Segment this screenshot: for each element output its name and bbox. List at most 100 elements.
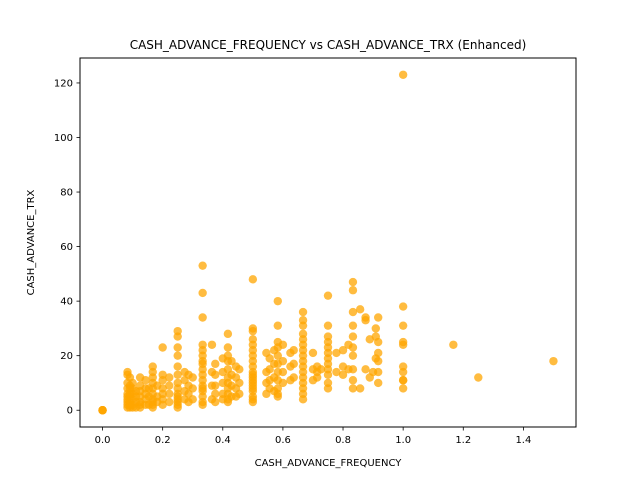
data-point [248, 395, 258, 404]
data-point [198, 313, 207, 322]
data-point [235, 389, 244, 399]
data-point [398, 384, 408, 393]
x-tick-label: 0.8 [335, 435, 351, 446]
data-point [128, 378, 137, 388]
data-point [211, 359, 220, 369]
data-point [338, 370, 348, 379]
data-point [355, 384, 365, 393]
data-point [398, 376, 408, 385]
data-point [235, 378, 244, 388]
data-point [348, 332, 358, 341]
y-tick-label: 40 [60, 297, 73, 308]
y-tick-label: 100 [54, 133, 73, 144]
data-point [158, 370, 167, 379]
data-point [273, 389, 282, 399]
data-point [289, 373, 298, 382]
data-point [148, 362, 157, 371]
data-point [173, 326, 182, 336]
data-point [398, 321, 408, 330]
data-point [223, 329, 233, 339]
data-point [173, 343, 182, 352]
data-point [361, 313, 370, 322]
data-point [173, 351, 182, 360]
x-tick-label: 1.0 [395, 435, 411, 446]
data-point [188, 373, 197, 382]
data-point [298, 316, 308, 325]
data-point [165, 381, 174, 390]
data-point [248, 324, 258, 333]
data-point [165, 373, 174, 382]
data-point [308, 348, 318, 358]
data-point [158, 343, 167, 352]
data-point [289, 359, 298, 369]
data-point [165, 389, 174, 399]
data-point [273, 321, 282, 330]
y-axis-label: CASH_ADVANCE_TRX [26, 189, 37, 295]
x-tick-label: 1.2 [455, 435, 471, 446]
data-point [289, 346, 298, 355]
data-point [158, 384, 167, 393]
data-points [98, 70, 558, 415]
data-point [198, 340, 207, 349]
data-point [165, 397, 174, 407]
data-point [398, 70, 408, 79]
data-point [211, 389, 220, 399]
chart-title: CASH_ADVANCE_FREQUENCY vs CASH_ADVANCE_T… [130, 38, 527, 52]
data-point [371, 324, 380, 333]
x-axis: 0.0 0.2 0.4 0.6 0.8 1.0 1.2 1.4 [95, 427, 531, 446]
y-tick-label: 80 [60, 188, 73, 199]
data-point [398, 302, 408, 311]
data-point [549, 356, 558, 366]
data-point [173, 362, 182, 371]
x-tick-label: 1.4 [515, 435, 531, 446]
data-point [278, 367, 288, 377]
data-point [198, 384, 207, 393]
y-tick-label: 0 [67, 406, 73, 417]
data-point [338, 346, 348, 355]
data-point [348, 343, 358, 352]
data-point [198, 261, 207, 270]
data-point [449, 340, 458, 349]
data-point [198, 356, 207, 366]
plot-frame [79, 57, 577, 428]
data-point [298, 329, 308, 339]
data-point [273, 351, 282, 360]
data-point [173, 370, 182, 379]
data-point [188, 384, 197, 393]
data-point [323, 321, 333, 330]
data-point [248, 275, 258, 284]
y-tick-label: 120 [54, 78, 73, 89]
x-axis-label: CASH_ADVANCE_FREQUENCY [255, 458, 403, 469]
data-point [374, 367, 383, 377]
data-point [374, 348, 383, 358]
data-point [273, 296, 282, 306]
data-point [332, 367, 341, 377]
data-point [374, 313, 383, 322]
data-point [348, 376, 358, 385]
data-point [374, 337, 383, 347]
data-point [348, 307, 358, 317]
x-tick-label: 0.6 [275, 435, 291, 446]
data-point [248, 381, 258, 390]
data-point [278, 356, 288, 366]
data-point [323, 332, 333, 341]
data-point [141, 376, 150, 385]
data-point [348, 277, 358, 287]
data-point [207, 340, 217, 349]
data-point [235, 365, 244, 374]
data-point [374, 378, 383, 388]
data-point [298, 307, 308, 317]
y-tick-label: 60 [60, 242, 73, 253]
data-point [98, 406, 107, 415]
data-point [223, 343, 233, 352]
data-point [323, 378, 333, 388]
x-tick-label: 0.2 [155, 435, 171, 446]
data-point [355, 305, 365, 314]
data-point [278, 378, 288, 388]
x-tick-label: 0.4 [215, 435, 231, 446]
data-point [374, 356, 383, 366]
data-point [361, 365, 370, 374]
data-point [474, 373, 483, 382]
data-point [348, 321, 358, 330]
